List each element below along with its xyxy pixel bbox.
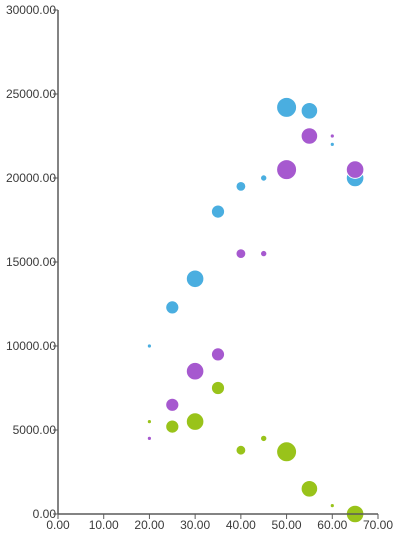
y-tick-label: 0.00 bbox=[33, 507, 57, 521]
bubble-series-3-point-2[interactable] bbox=[165, 419, 180, 434]
bubble-series-2-point-2[interactable] bbox=[165, 397, 180, 412]
bubble-series-1-point-6[interactable] bbox=[260, 174, 268, 182]
bubble-series-1-point-5[interactable] bbox=[235, 181, 247, 192]
bubble-series-1-point-8[interactable] bbox=[300, 102, 319, 120]
x-tick-label: 20.00 bbox=[134, 518, 164, 532]
bubble-series-3-point-3[interactable] bbox=[185, 412, 205, 431]
bubble-series-2-point-8[interactable] bbox=[300, 127, 319, 145]
y-axis-ticks: 0.00 5000.00 10000.00 15000.00 20000.00 25000… bbox=[6, 3, 58, 521]
series-3 bbox=[146, 380, 365, 524]
bubble-series-1-point-4[interactable] bbox=[210, 204, 226, 219]
x-tick-label: 30.00 bbox=[180, 518, 210, 532]
y-tick-label: 20000.00 bbox=[6, 171, 56, 185]
bubble-series-2-point-6[interactable] bbox=[260, 249, 268, 258]
x-tick-label: 70.00 bbox=[363, 518, 393, 532]
bubble-series-2-point-3[interactable] bbox=[185, 361, 205, 381]
bubble-series-3-point-6[interactable] bbox=[260, 434, 268, 443]
y-tick-label: 10000.00 bbox=[6, 339, 56, 353]
x-axis-ticks: 0.00 10.00 20.00 30.00 40.00 50.00 60.00 70.00 bbox=[46, 514, 393, 532]
y-tick-label: 5000.00 bbox=[13, 423, 57, 437]
bubble-series-3-point-4[interactable] bbox=[210, 380, 226, 396]
bubble-series-3-point-9[interactable] bbox=[329, 503, 335, 509]
bubble-series-2-point-1[interactable] bbox=[146, 435, 152, 441]
x-tick-label: 60.00 bbox=[317, 518, 347, 532]
bubble-series-3-point-7[interactable] bbox=[276, 441, 298, 463]
bubble-series-1-point-2[interactable] bbox=[165, 300, 180, 315]
bubble-series-3-point-5[interactable] bbox=[235, 444, 247, 456]
x-tick-label: 0.00 bbox=[46, 518, 70, 532]
bubble-series-1-point-1[interactable] bbox=[146, 343, 152, 349]
bubble-series-2-point-5[interactable] bbox=[235, 248, 247, 260]
y-tick-label: 25000.00 bbox=[6, 87, 56, 101]
series-1 bbox=[146, 96, 365, 349]
axes bbox=[57, 10, 378, 515]
bubble-series-3-point-8[interactable] bbox=[300, 480, 319, 498]
bubble-series-2-point-10[interactable] bbox=[345, 160, 365, 179]
x-tick-label: 10.00 bbox=[89, 518, 119, 532]
bubble-series-2-point-4[interactable] bbox=[210, 347, 226, 362]
bubble-series-3-point-1[interactable] bbox=[146, 419, 152, 425]
bubble-series-2-point-9[interactable] bbox=[329, 133, 335, 139]
y-tick-label: 15000.00 bbox=[6, 255, 56, 269]
y-tick-label: 30000.00 bbox=[6, 3, 56, 17]
bubble-series-1-point-3[interactable] bbox=[185, 269, 205, 289]
x-tick-label: 50.00 bbox=[272, 518, 302, 532]
bubble-series-1-point-7[interactable] bbox=[276, 96, 298, 118]
bubble-series-2-point-7[interactable] bbox=[276, 159, 298, 181]
x-tick-label: 40.00 bbox=[226, 518, 256, 532]
series-2 bbox=[146, 127, 365, 441]
bubbles-layer bbox=[146, 96, 365, 524]
bubble-series-1-point-9[interactable] bbox=[329, 141, 335, 147]
